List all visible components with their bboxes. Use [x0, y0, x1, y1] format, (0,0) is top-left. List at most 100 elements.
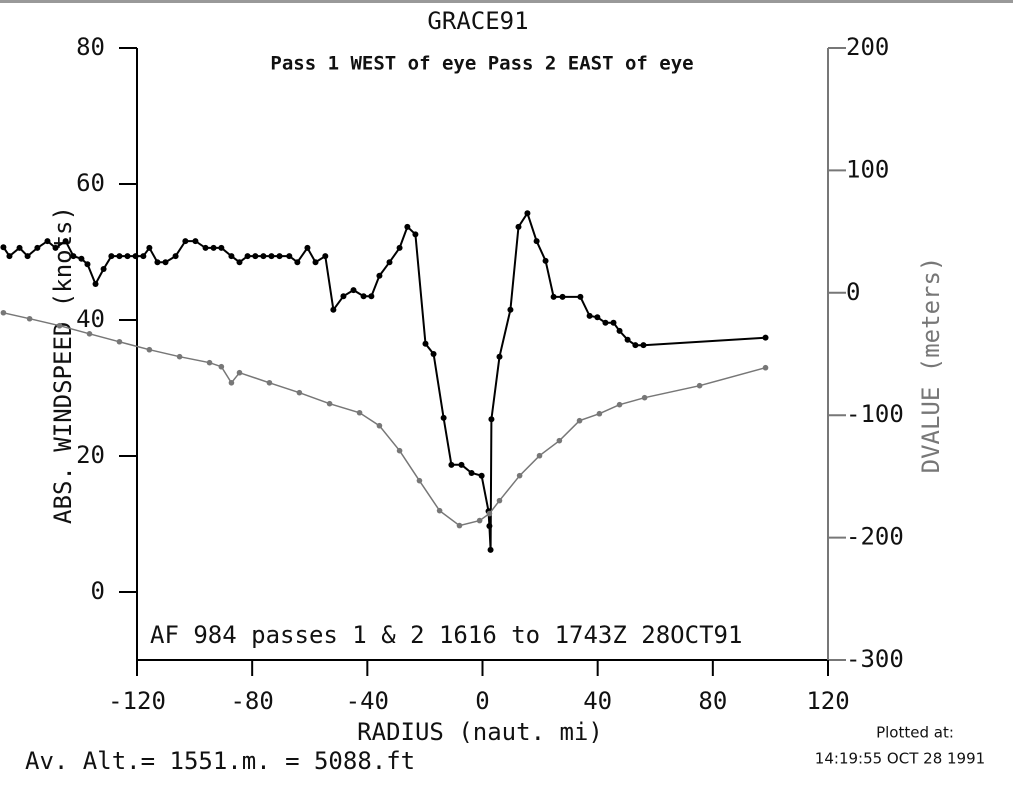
- x-tick-label: 40: [583, 687, 612, 715]
- x-tick-label: 0: [475, 687, 489, 715]
- plotted-label: Plotted at:: [876, 724, 954, 742]
- data-point: [276, 253, 283, 260]
- data-point: [368, 293, 375, 300]
- data-point: [556, 437, 563, 444]
- data-point: [356, 409, 363, 416]
- data-point: [162, 259, 169, 266]
- data-point: [228, 253, 235, 260]
- data-point: [268, 253, 275, 260]
- data-point: [70, 253, 77, 260]
- series-line: [2, 210, 766, 550]
- data-point: [596, 410, 603, 417]
- data-point: [206, 359, 213, 366]
- y-tick-label: 60: [76, 169, 105, 197]
- data-point: [486, 523, 493, 530]
- data-point: [456, 522, 463, 529]
- data-point: [496, 497, 503, 504]
- annotation: AF 984 passes 1 & 2 1616 to 1743Z 28OCT9…: [150, 621, 742, 649]
- data-point: [236, 369, 243, 376]
- data-point: [576, 417, 583, 424]
- y2-tick-label: 200: [846, 33, 889, 61]
- data-point: [616, 401, 623, 408]
- data-point: [478, 472, 485, 479]
- data-point: [404, 223, 411, 230]
- data-point: [326, 400, 333, 407]
- data-point: [0, 244, 7, 251]
- x-tick-label: -80: [230, 687, 273, 715]
- data-point: [524, 210, 531, 217]
- y-axis-label: ABS. WINDSPEED (knots): [49, 206, 77, 524]
- y-tick-label: 40: [76, 305, 105, 333]
- data-point: [228, 379, 235, 386]
- data-point: [312, 259, 319, 266]
- y2-tick-label: -200: [846, 523, 904, 551]
- data-point: [624, 336, 631, 343]
- data-point: [182, 238, 189, 245]
- data-point: [487, 546, 494, 553]
- data-point: [386, 259, 393, 266]
- data-point: [266, 379, 273, 386]
- data-point: [762, 364, 769, 371]
- data-point: [6, 253, 13, 260]
- data-point: [476, 517, 483, 524]
- data-point: [422, 340, 429, 347]
- y-tick-label: 20: [76, 441, 105, 469]
- data-point: [577, 293, 584, 300]
- data-point: [322, 253, 329, 260]
- x-tick-label: -120: [108, 687, 166, 715]
- data-point: [412, 231, 419, 238]
- data-point: [16, 244, 23, 251]
- data-point: [116, 253, 123, 260]
- data-point: [304, 244, 311, 251]
- data-point: [696, 382, 703, 389]
- data-point: [340, 293, 347, 300]
- data-point: [436, 507, 443, 514]
- data-point: [376, 422, 383, 429]
- data-point: [536, 452, 543, 459]
- data-point: [641, 394, 648, 401]
- data-point: [202, 244, 209, 251]
- data-point: [34, 244, 41, 251]
- data-point: [515, 223, 522, 230]
- y-tick-label: 80: [76, 33, 105, 61]
- data-point: [236, 259, 243, 266]
- data-point: [100, 266, 107, 272]
- x-tick-label: 80: [698, 687, 727, 715]
- data-point: [244, 253, 251, 260]
- data-point: [252, 253, 259, 260]
- y-tick-label: 0: [91, 577, 105, 605]
- data-point: [632, 342, 639, 349]
- data-point: [0, 309, 7, 316]
- data-point: [108, 253, 115, 260]
- chart-subtitle: Pass 1 WEST of eye Pass 2 EAST of eye: [270, 53, 693, 75]
- data-point: [92, 280, 99, 287]
- data-point: [559, 293, 566, 300]
- data-point: [146, 244, 153, 251]
- data-point: [396, 447, 403, 454]
- data-point: [550, 293, 557, 300]
- data-point: [458, 461, 465, 468]
- data-point: [360, 293, 367, 300]
- data-point: [116, 338, 123, 345]
- footer: Av. Alt.= 1551.m. = 5088.ft: [25, 747, 415, 775]
- data-point: [192, 238, 199, 245]
- chart-title: GRACE91: [427, 7, 528, 35]
- data-point: [132, 253, 139, 260]
- x-tick-label: -40: [346, 687, 389, 715]
- data-point: [210, 244, 217, 251]
- data-point: [286, 253, 293, 260]
- data-point: [533, 238, 540, 245]
- data-point: [496, 353, 503, 360]
- data-point: [516, 472, 523, 479]
- data-point: [172, 253, 179, 260]
- data-point: [396, 244, 403, 251]
- data-point: [52, 244, 59, 251]
- data-point: [594, 314, 601, 321]
- data-point: [468, 470, 475, 476]
- data-point: [56, 322, 63, 329]
- data-point: [430, 351, 437, 357]
- data-point: [146, 346, 153, 353]
- data-point: [296, 389, 303, 396]
- data-point: [24, 253, 31, 260]
